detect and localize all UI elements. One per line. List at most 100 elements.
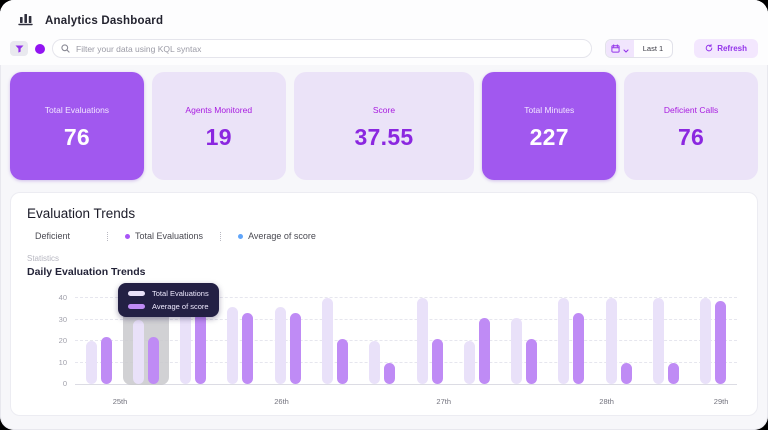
stat-card-value: 76 — [677, 124, 705, 150]
chart-bar[interactable] — [653, 298, 665, 384]
calendar-icon — [611, 40, 620, 57]
stat-card: Score 37.55 — [293, 72, 475, 180]
chart-bar[interactable] — [463, 341, 475, 384]
date-picker-toggle[interactable] — [605, 40, 634, 57]
tooltip-series-label: Total Evaluations — [152, 289, 209, 298]
stat-card-value: 19 — [205, 124, 232, 150]
stat-card: Total Evaluations 76 — [10, 72, 144, 180]
legend-divider — [107, 231, 109, 241]
series-filter-label: Total Evaluations — [135, 231, 204, 241]
bar-group[interactable] — [264, 293, 311, 384]
chart-bar[interactable] — [526, 339, 538, 384]
date-range-value[interactable]: Last 1 — [642, 44, 664, 53]
bar-group[interactable] — [170, 293, 217, 384]
chart-bar[interactable] — [668, 362, 680, 384]
chart-bar[interactable] — [274, 306, 286, 384]
bar-group[interactable] — [690, 293, 737, 384]
chart-bar[interactable] — [242, 313, 254, 384]
chart-bar[interactable] — [369, 341, 381, 384]
chart-bar[interactable] — [384, 362, 396, 384]
bar-group[interactable] — [217, 293, 264, 384]
legend-dot-icon — [238, 233, 244, 239]
stat-card: Total Minutes 227 — [482, 72, 617, 180]
kql-search-box[interactable] — [52, 39, 592, 58]
chart-bar[interactable] — [132, 319, 144, 384]
chart-bar[interactable] — [700, 298, 712, 384]
stat-card-label: Agents Monitored — [185, 105, 253, 115]
chart-bar[interactable] — [322, 298, 334, 384]
series-filter-label: Deficient — [35, 231, 71, 241]
gridline — [75, 361, 737, 363]
x-axis-tick-label: 27th — [436, 397, 452, 406]
stat-card-value: 37.55 — [354, 124, 414, 150]
bar-group[interactable] — [501, 293, 548, 384]
chart-bar[interactable] — [605, 298, 617, 384]
chart-bar[interactable] — [227, 306, 239, 384]
legend-dot-icon — [125, 233, 131, 239]
bar-group[interactable] — [311, 293, 358, 384]
stat-card-value: 227 — [529, 124, 569, 150]
bar-group[interactable] — [453, 293, 500, 384]
y-axis-tick-label: 0 — [62, 379, 67, 388]
chart-bar[interactable] — [195, 313, 207, 384]
chart-title: Daily Evaluation Trends — [27, 266, 146, 278]
stat-card-label: Total Evaluations — [44, 105, 110, 115]
chart-bar[interactable] — [715, 300, 727, 384]
y-axis-tick-label: 10 — [58, 357, 67, 367]
series-filter-label: Average of score — [248, 231, 316, 241]
series-filter-item[interactable]: Total Evaluations — [125, 231, 203, 241]
daily-evaluation-trends-chart: 0 10 20 30 40 25th 26th 27th 28th 29th Total Evalu… — [27, 283, 741, 406]
x-axis-tick-label: 29th — [713, 397, 729, 406]
filter-options-button[interactable] — [10, 41, 28, 56]
y-axis-tick-label: 40 — [58, 293, 67, 303]
chart-bar[interactable] — [289, 313, 301, 384]
chart-bar[interactable] — [180, 306, 192, 384]
stat-card-label: Score — [372, 105, 396, 115]
chart-bar[interactable] — [478, 317, 490, 384]
chart-bar[interactable] — [558, 298, 570, 384]
bar-group[interactable] — [548, 293, 595, 384]
x-axis-tick-label: 26th — [274, 397, 289, 406]
stat-card-label: Deficient Calls — [663, 105, 719, 115]
series-filter-item[interactable]: Average of score — [238, 231, 316, 241]
tooltip-series-label: Average of score — [152, 302, 209, 311]
bar-group[interactable] — [406, 293, 453, 384]
chart-bar[interactable] — [416, 298, 428, 384]
evaluation-trends-panel: Evaluation Trends Deficient Total Evaluat… — [10, 192, 758, 416]
gridline — [75, 318, 737, 320]
series-filter-item[interactable]: Deficient — [35, 231, 70, 241]
statistics-label: Statistics — [27, 254, 60, 263]
search-icon — [61, 40, 70, 58]
bar-group[interactable] — [359, 293, 406, 384]
bar-group[interactable] — [75, 293, 122, 384]
stat-card-label: Total Minutes — [524, 105, 575, 115]
chart-bar[interactable] — [100, 336, 112, 384]
funnel-icon — [15, 41, 24, 56]
chart-bar[interactable] — [620, 362, 632, 384]
y-axis-tick-label: 30 — [58, 314, 67, 324]
tooltip-row: Total Evaluations — [128, 289, 209, 298]
query-status-dot-icon[interactable] — [35, 43, 45, 54]
gridline — [75, 340, 737, 342]
chart-bar[interactable] — [337, 339, 349, 384]
legend-divider — [220, 231, 222, 241]
bar-group[interactable] — [595, 293, 642, 384]
bar-group[interactable] — [642, 293, 689, 384]
kql-filter-input[interactable] — [76, 43, 583, 54]
tooltip-swatch-icon — [128, 304, 146, 309]
tooltip-row: Average of score — [128, 302, 209, 311]
chart-bar[interactable] — [431, 339, 443, 384]
refresh-button[interactable]: Refresh — [694, 39, 758, 58]
stat-card: Agents Monitored 19 — [151, 72, 286, 180]
chart-bar[interactable] — [147, 336, 159, 384]
stat-cards-row: Total Evaluations 76 Agents Monitored 19 Sco… — [0, 65, 768, 186]
date-range-picker[interactable]: Last 1 — [604, 39, 674, 58]
tooltip-swatch-icon — [128, 291, 146, 296]
page-title: Analytics Dashboard — [45, 15, 164, 27]
header: Analytics Dashboard — [0, 0, 768, 65]
chart-bar[interactable] — [511, 317, 523, 384]
bar-chart-logo-icon — [18, 11, 34, 31]
chart-bar[interactable] — [573, 313, 585, 384]
chart-bar[interactable] — [85, 341, 97, 384]
